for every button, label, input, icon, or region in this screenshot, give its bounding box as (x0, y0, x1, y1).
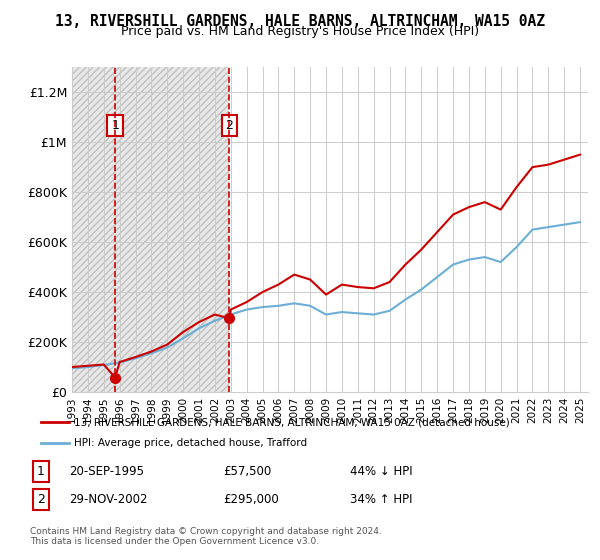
Text: 20-SEP-1995: 20-SEP-1995 (68, 465, 143, 478)
Text: 1: 1 (111, 119, 119, 132)
Text: 1: 1 (37, 465, 45, 478)
Bar (115, 67, 229, 392)
Text: 34% ↑ HPI: 34% ↑ HPI (350, 493, 413, 506)
Text: £295,000: £295,000 (223, 493, 279, 506)
Text: Contains HM Land Registry data © Crown copyright and database right 2024.
This d: Contains HM Land Registry data © Crown c… (30, 526, 382, 546)
Text: £57,500: £57,500 (223, 465, 271, 478)
Bar (72, 67, 115, 392)
Text: 29-NOV-2002: 29-NOV-2002 (68, 493, 147, 506)
Text: 2: 2 (37, 493, 45, 506)
Text: Price paid vs. HM Land Registry's House Price Index (HPI): Price paid vs. HM Land Registry's House … (121, 25, 479, 38)
Text: 13, RIVERSHILL GARDENS, HALE BARNS, ALTRINCHAM, WA15 0AZ: 13, RIVERSHILL GARDENS, HALE BARNS, ALTR… (55, 14, 545, 29)
Text: HPI: Average price, detached house, Trafford: HPI: Average price, detached house, Traf… (74, 438, 307, 448)
Text: 2: 2 (226, 119, 233, 132)
Text: 13, RIVERSHILL GARDENS, HALE BARNS, ALTRINCHAM, WA15 0AZ (detached house): 13, RIVERSHILL GARDENS, HALE BARNS, ALTR… (74, 417, 510, 427)
Text: 44% ↓ HPI: 44% ↓ HPI (350, 465, 413, 478)
